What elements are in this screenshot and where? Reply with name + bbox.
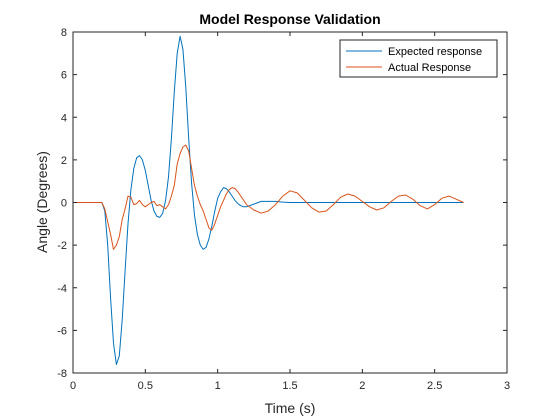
- y-tick-label: 2: [61, 155, 67, 167]
- series-line-actual-response: [73, 144, 464, 250]
- plot-area: 0 0.5 1 1.5 2 2.5 3 -8 -6 -4 -2 0 2 4 6 8: [57, 27, 510, 392]
- y-tick-label: -8: [57, 368, 67, 380]
- x-tick-label: 0.5: [138, 380, 153, 392]
- legend-box: [339, 39, 498, 78]
- legend-label-actual: Actual Response: [388, 62, 471, 74]
- y-tick-label: 0: [61, 198, 67, 210]
- x-axis-label: Time (s): [265, 400, 316, 416]
- y-tick-label: -2: [57, 240, 67, 252]
- x-tick-label: 3: [504, 380, 510, 392]
- y-tick-label: 6: [61, 70, 67, 82]
- y-tick-label: -4: [57, 283, 67, 295]
- legend-label-expected: Expected response: [388, 46, 482, 58]
- y-tick-label: 4: [61, 112, 67, 124]
- x-tick-label: 1: [215, 380, 221, 392]
- x-tick-label: 2: [359, 380, 365, 392]
- x-tick-label: 2.5: [427, 380, 442, 392]
- x-tick-label: 0: [70, 380, 76, 392]
- ticks-group: 0 0.5 1 1.5 2 2.5 3 -8 -6 -4 -2 0 2 4 6 8: [57, 27, 510, 392]
- y-tick-label: -6: [57, 325, 67, 337]
- y-tick-label: 8: [61, 27, 67, 39]
- legend: Expected response Actual Response: [339, 39, 498, 78]
- x-tick-label: 1.5: [282, 380, 297, 392]
- chart-title: Model Response Validation: [199, 11, 380, 27]
- y-axis-label: Angle (Degrees): [34, 151, 50, 253]
- series-line-expected-response: [73, 35, 464, 365]
- series-group: [73, 35, 464, 365]
